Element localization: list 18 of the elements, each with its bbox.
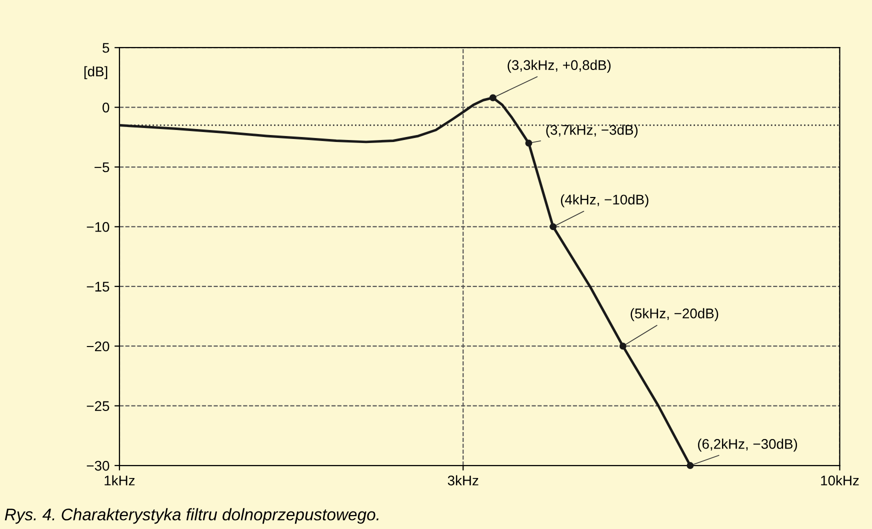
x-tick-label: 1kHz (104, 475, 135, 486)
y-tick-label: −5 (94, 162, 110, 172)
y-tick-label: −10 (86, 222, 110, 232)
annotation: (4kHz, −10dB) (560, 194, 648, 208)
y-tick-label: −20 (86, 341, 110, 352)
annotation: (5kHz, −20dB) (630, 308, 718, 322)
annotation: (3,3kHz, +0,8dB) (508, 60, 611, 73)
y-tick-label: 0 (102, 102, 110, 112)
y-tick-label: −30 (86, 460, 110, 471)
text: Rys. 4. Charakterystyka filtru dolnoprzepustowego. (4, 508, 378, 524)
y-tick-label: 5 (102, 43, 110, 53)
y-axis-title: [dB] (84, 66, 108, 80)
x-tick-label: 10kHz (821, 475, 859, 486)
y-tick-label: −15 (86, 282, 110, 292)
annotation: (6,2kHz, −30dB) (698, 438, 798, 452)
annotation: (3,7kHz, −3dB) (546, 124, 638, 138)
x-tick-label: 3kHz (448, 475, 478, 486)
y-tick-label: −25 (86, 401, 110, 411)
